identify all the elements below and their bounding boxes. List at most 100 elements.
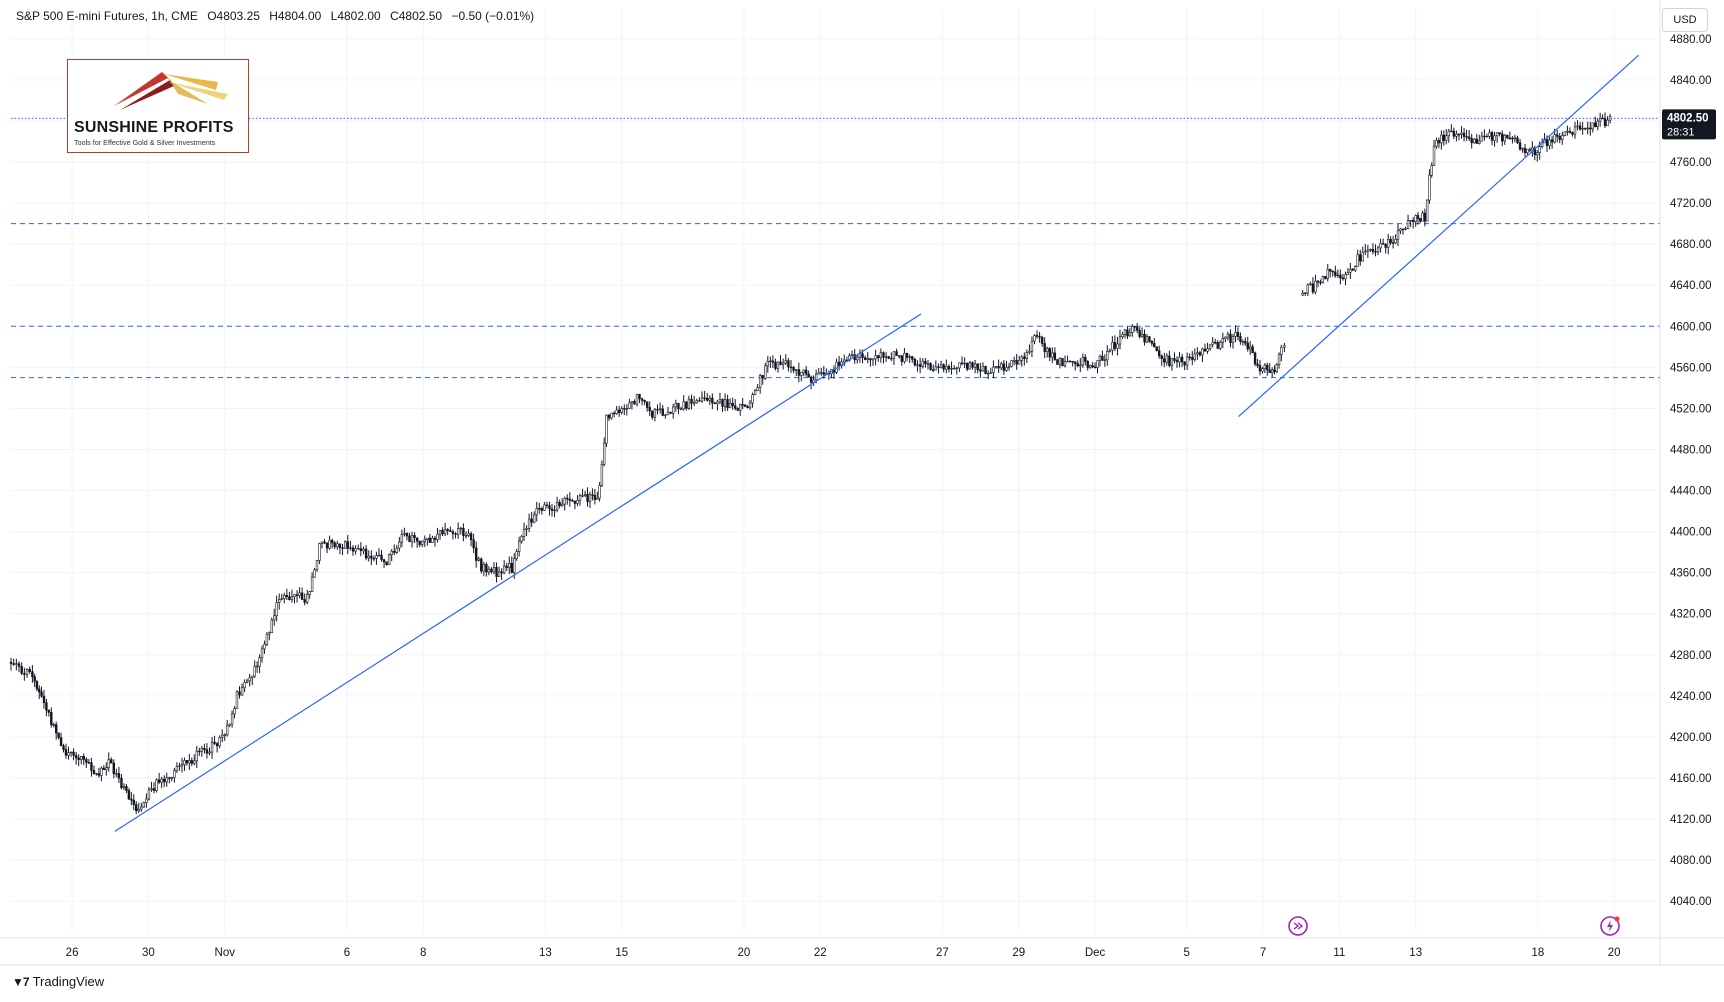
- candle-body: [1163, 358, 1166, 363]
- candle: [459, 527, 462, 535]
- candle-body: [1165, 355, 1169, 363]
- candle: [1053, 347, 1057, 361]
- candle-body: [1150, 341, 1154, 344]
- candle-body: [1460, 132, 1463, 135]
- candle: [1516, 135, 1519, 145]
- candle-body: [1043, 343, 1046, 352]
- candle-body: [1450, 130, 1453, 133]
- last-price-badge-bg: [1662, 109, 1716, 140]
- candle: [87, 758, 91, 765]
- x-tick-label: 11: [1333, 947, 1345, 959]
- candle: [265, 632, 269, 647]
- candle: [152, 782, 156, 794]
- candle: [926, 359, 930, 370]
- candle-body: [1455, 133, 1458, 137]
- y-tick-label: 4560.00: [1670, 362, 1712, 374]
- candle-body: [1198, 352, 1202, 356]
- grid-lines: [11, 8, 1660, 932]
- candle: [809, 375, 813, 390]
- y-tick-label: 4760.00: [1670, 157, 1712, 169]
- candle-body: [1180, 356, 1184, 363]
- candle: [1334, 265, 1337, 278]
- candle-body: [856, 356, 859, 361]
- candle-body: [1536, 152, 1539, 156]
- candle-body: [451, 531, 455, 534]
- y-tick-label: 4160.00: [1670, 773, 1712, 785]
- candle-body: [973, 363, 977, 368]
- candle-body: [874, 355, 877, 360]
- candle: [168, 776, 171, 784]
- candle-body: [472, 539, 475, 549]
- candle: [897, 355, 901, 359]
- candle-body: [1188, 356, 1191, 359]
- candle-body: [135, 804, 138, 811]
- candle: [1404, 226, 1407, 231]
- candle-body: [1561, 135, 1564, 140]
- candle-body: [117, 773, 121, 779]
- candle: [218, 735, 221, 749]
- candle-body: [593, 494, 597, 500]
- candle: [1063, 355, 1067, 368]
- candle: [135, 801, 138, 815]
- ohlc-open: O4803.25: [207, 9, 260, 23]
- candle-body: [205, 749, 209, 754]
- candle-body: [290, 596, 294, 601]
- candle: [960, 356, 964, 366]
- candle-body: [100, 767, 103, 776]
- candle-body: [911, 356, 914, 360]
- candle-body: [1437, 140, 1441, 144]
- candle-body: [372, 557, 376, 560]
- candle-body: [610, 412, 613, 419]
- candle: [1583, 127, 1587, 131]
- candle: [482, 561, 486, 577]
- tradingview-brand[interactable]: ▼7 TradingView: [12, 974, 104, 989]
- candle: [23, 667, 26, 681]
- candle: [1518, 138, 1522, 151]
- trendline[interactable]: [1238, 54, 1640, 418]
- candle: [510, 556, 514, 574]
- candle-body: [67, 752, 70, 756]
- candle: [308, 591, 311, 599]
- candle: [924, 358, 927, 368]
- candle: [658, 402, 662, 414]
- candle: [130, 792, 133, 806]
- candle-body: [330, 539, 334, 544]
- candle-body: [766, 361, 770, 367]
- candle-body: [653, 408, 657, 418]
- candle: [1051, 347, 1054, 364]
- candle: [200, 746, 204, 757]
- candle-body: [398, 541, 401, 549]
- candle-body: [586, 493, 589, 502]
- candle-body: [17, 663, 21, 667]
- candle: [568, 492, 572, 507]
- currency-button[interactable]: USD: [1662, 8, 1708, 32]
- candle: [1573, 121, 1577, 139]
- candle-body: [336, 543, 339, 548]
- candle-body: [879, 352, 883, 359]
- trendline[interactable]: [114, 313, 922, 832]
- candle: [1239, 332, 1242, 345]
- symbol-title[interactable]: S&P 500 E-mini Futures, 1h, CME: [16, 9, 198, 23]
- candle: [1234, 325, 1237, 343]
- candle: [1319, 279, 1322, 286]
- candle-body: [328, 539, 331, 549]
- candle: [213, 735, 216, 745]
- candle: [1384, 243, 1387, 254]
- candle-body: [994, 366, 998, 368]
- candle-body: [362, 548, 365, 552]
- candle: [35, 680, 39, 692]
- candle-body: [558, 502, 561, 507]
- candle-body: [1066, 360, 1069, 363]
- candle-body: [837, 361, 841, 367]
- candle-body: [986, 372, 990, 375]
- candle: [845, 356, 849, 362]
- candle-body: [1056, 359, 1059, 365]
- candle-body: [1555, 134, 1559, 137]
- candle-body: [306, 594, 309, 603]
- candle-body: [1116, 343, 1119, 349]
- candle-body: [728, 403, 732, 409]
- candle-body: [1038, 336, 1041, 338]
- candle-body: [145, 798, 148, 803]
